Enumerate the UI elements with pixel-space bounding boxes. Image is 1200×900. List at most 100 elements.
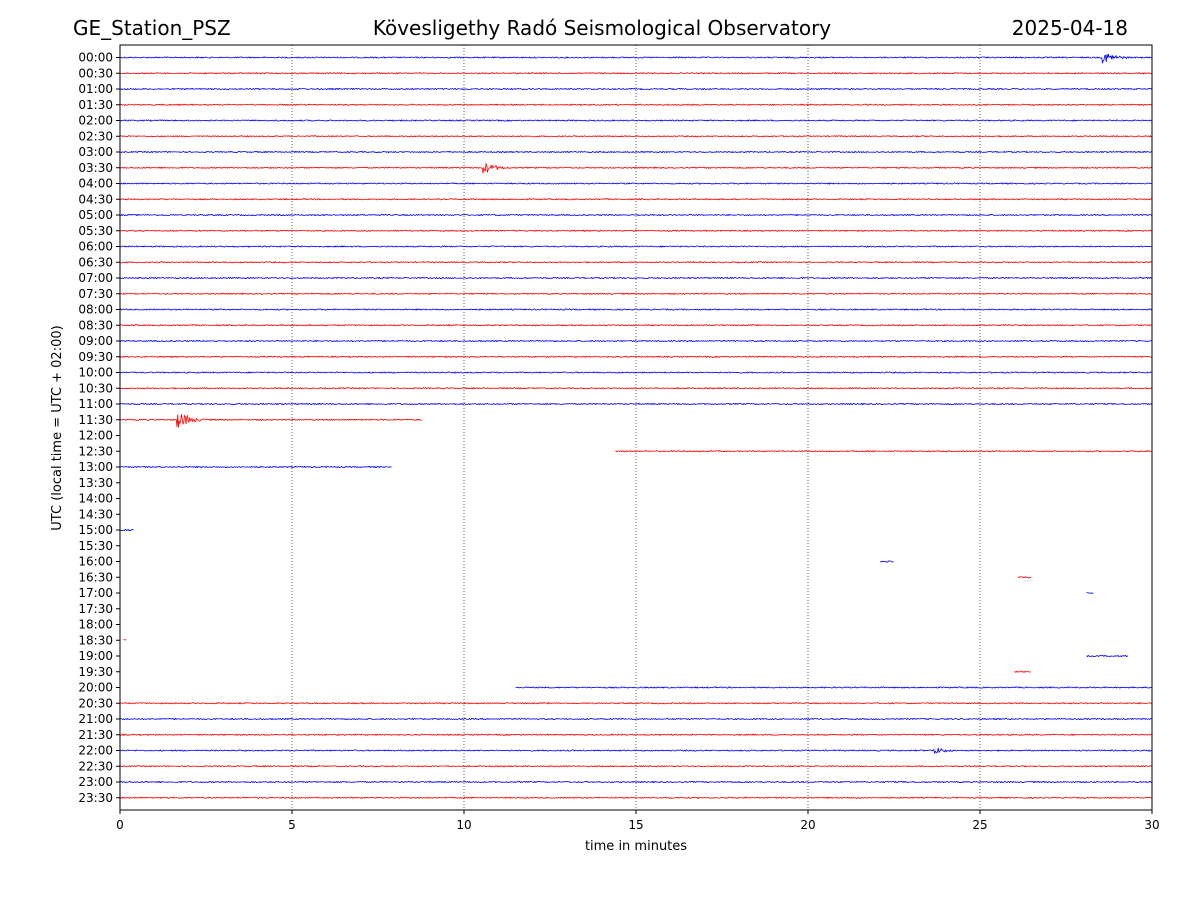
trace-2200-seg-0 — [119, 747, 1153, 755]
y-tick-label-35: 17:30 — [78, 602, 113, 616]
y-tick-label-5: 02:30 — [78, 129, 113, 143]
y-tick-label-31: 15:30 — [78, 539, 113, 553]
seismic-traces — [119, 53, 1153, 800]
trace-1300-seg-0 — [119, 465, 392, 469]
y-axis-label: UTC (local time = UTC + 02:00) — [50, 325, 65, 530]
trace-0730-seg-0 — [119, 292, 1153, 296]
trace-0030-seg-0 — [119, 71, 1153, 75]
trace-1630-seg-0 — [1017, 576, 1032, 579]
y-tick-label-1: 00:30 — [78, 66, 113, 80]
trace-1500-seg-0 — [119, 528, 134, 532]
trace-0630-seg-0 — [119, 260, 1153, 264]
trace-0830-seg-0 — [119, 323, 1153, 327]
trace-0330-seg-0 — [119, 162, 1153, 174]
y-tick-label-28: 14:00 — [78, 492, 113, 506]
y-tick-label-25: 12:30 — [78, 444, 113, 458]
x-tick-label-3: 15 — [628, 818, 643, 832]
trace-2030-seg-0 — [119, 701, 1153, 705]
y-tick-label-26: 13:00 — [78, 460, 113, 474]
y-tick-label-43: 21:30 — [78, 728, 113, 742]
y-tick-label-0: 00:00 — [78, 51, 113, 65]
y-tick-label-24: 12:00 — [78, 429, 113, 443]
observatory-title: Kövesligethy Radó Seismological Observat… — [373, 16, 831, 40]
trace-1930-seg-0 — [1014, 670, 1032, 673]
y-tick-label-4: 02:00 — [78, 114, 113, 128]
y-tick-label-46: 23:00 — [78, 775, 113, 789]
trace-0500-seg-0 — [119, 213, 1153, 217]
y-tick-label-41: 20:30 — [78, 696, 113, 710]
trace-2330-seg-0 — [119, 796, 1153, 800]
trace-0100-seg-0 — [119, 87, 1153, 91]
trace-1130-seg-0 — [119, 414, 423, 428]
trace-0000-seg-0 — [119, 53, 1153, 64]
y-tick-label-23: 11:30 — [78, 413, 113, 427]
x-axis-label: time in minutes — [585, 839, 687, 854]
trace-0430-seg-0 — [119, 197, 1153, 201]
trace-0700-seg-0 — [119, 276, 1153, 280]
y-tick-label-8: 04:00 — [78, 177, 113, 191]
y-tick-label-30: 15:00 — [78, 523, 113, 537]
y-tick-label-21: 10:30 — [78, 381, 113, 395]
y-tick-label-20: 10:00 — [78, 366, 113, 380]
y-tick-label-9: 04:30 — [78, 192, 113, 206]
trace-1000-seg-0 — [119, 371, 1153, 374]
trace-0130-seg-0 — [119, 103, 1153, 107]
y-tick-label-13: 06:30 — [78, 255, 113, 269]
trace-0900-seg-0 — [119, 339, 1153, 343]
y-tick-label-22: 11:00 — [78, 397, 113, 411]
y-tick-label-15: 07:30 — [78, 287, 113, 301]
y-tick-label-47: 23:30 — [78, 791, 113, 805]
date-title: 2025-04-18 — [1012, 16, 1128, 40]
trace-1600-seg-0 — [880, 560, 894, 563]
y-tick-label-39: 19:30 — [78, 665, 113, 679]
x-tick-label-4: 20 — [800, 818, 815, 832]
trace-2130-seg-0 — [119, 733, 1153, 737]
x-tick-label-2: 10 — [456, 818, 471, 832]
trace-0200-seg-0 — [119, 119, 1153, 122]
y-tick-label-18: 09:00 — [78, 334, 113, 348]
y-tick-label-14: 07:00 — [78, 271, 113, 285]
y-tick-label-33: 16:30 — [78, 570, 113, 584]
y-tick-label-42: 21:00 — [78, 712, 113, 726]
trace-0600-seg-0 — [119, 245, 1153, 248]
y-tick-label-29: 14:30 — [78, 507, 113, 521]
y-tick-label-34: 17:00 — [78, 586, 113, 600]
y-tick-label-36: 18:00 — [78, 618, 113, 632]
x-ticks: 0 5 10 15 20 25 30 — [116, 810, 1160, 832]
y-tick-label-44: 22:00 — [78, 744, 113, 758]
y-tick-label-6: 03:00 — [78, 145, 113, 159]
trace-1900-seg-0 — [1086, 654, 1128, 658]
trace-1700-seg-0 — [1086, 592, 1094, 594]
trace-1030-seg-0 — [119, 386, 1153, 390]
x-tick-label-5: 25 — [972, 818, 987, 832]
y-tick-label-12: 06:00 — [78, 240, 113, 254]
x-tick-label-1: 5 — [288, 818, 296, 832]
y-tick-label-2: 01:00 — [78, 82, 113, 96]
trace-2230-seg-0 — [119, 764, 1153, 768]
y-tick-label-32: 16:00 — [78, 555, 113, 569]
y-tick-label-17: 08:30 — [78, 318, 113, 332]
y-tick-label-38: 19:00 — [78, 649, 113, 663]
y-tick-label-19: 09:30 — [78, 350, 113, 364]
trace-1100-seg-0 — [119, 402, 1153, 406]
station-title: GE_Station_PSZ — [73, 16, 231, 40]
plot-frame — [119, 44, 1153, 811]
trace-1230-seg-0 — [615, 450, 1152, 453]
trace-2300-seg-0 — [119, 780, 1153, 784]
trace-0400-seg-0 — [119, 182, 1153, 185]
trace-0530-seg-0 — [119, 229, 1153, 233]
x-tick-label-0: 0 — [116, 818, 124, 832]
trace-0230-seg-0 — [119, 134, 1153, 138]
y-tick-label-27: 13:30 — [78, 476, 113, 490]
y-tick-label-10: 05:00 — [78, 208, 113, 222]
trace-2000-seg-0 — [515, 686, 1152, 689]
y-tick-label-45: 22:30 — [78, 759, 113, 773]
y-tick-label-11: 05:30 — [78, 224, 113, 238]
y-tick-label-37: 18:30 — [78, 633, 113, 647]
y-tick-label-16: 08:00 — [78, 303, 113, 317]
trace-0930-seg-0 — [119, 355, 1153, 359]
y-tick-label-3: 01:30 — [78, 98, 113, 112]
